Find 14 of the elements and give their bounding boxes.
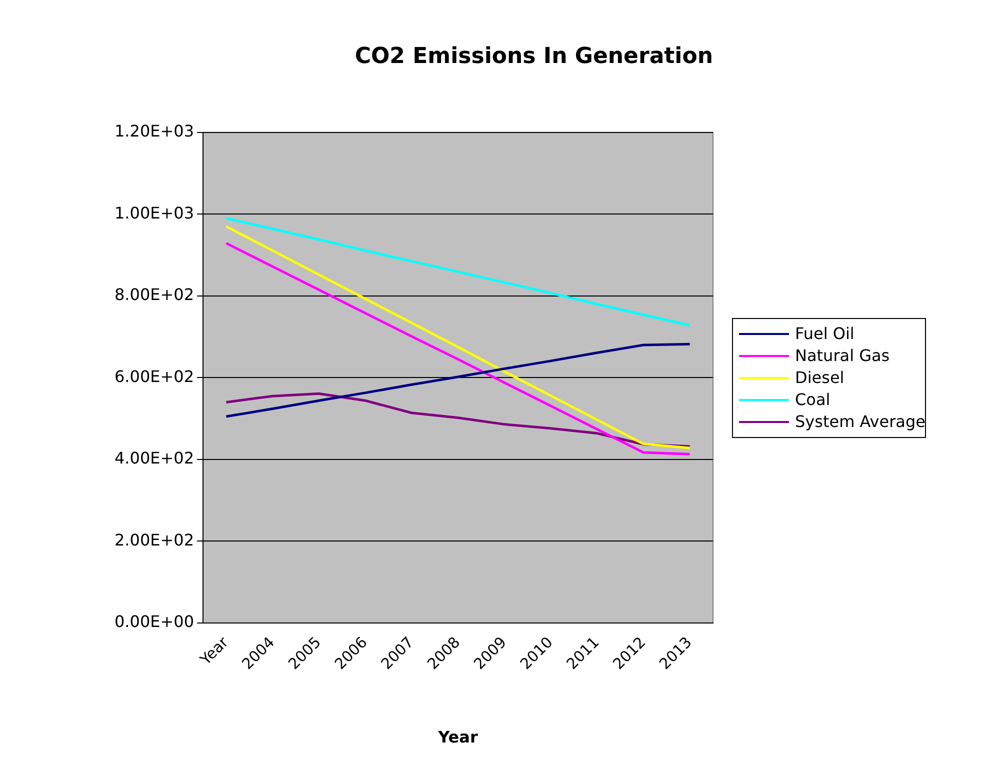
legend-label: Natural Gas [795, 344, 890, 367]
y-tick-label: 8.00E+02 [114, 285, 194, 304]
legend-label: Coal [795, 388, 830, 411]
legend-label: System Average [795, 410, 926, 433]
y-tick-label: 2.00E+02 [114, 530, 194, 550]
y-tick-label: 6.00E+02 [114, 366, 194, 386]
x-axis-title: Year [437, 728, 478, 747]
legend-label: Fuel Oil [795, 322, 854, 345]
y-tick-label: 4.00E+02 [114, 448, 194, 468]
y-tick-label: 1.00E+03 [114, 203, 194, 222]
legend-label: Diesel [795, 366, 844, 389]
y-tick-label: 1.20E+03 [114, 122, 194, 141]
y-tick-label: 0.00E+00 [114, 612, 194, 632]
chart-title: CO2 Emissions In Generation [354, 44, 713, 69]
